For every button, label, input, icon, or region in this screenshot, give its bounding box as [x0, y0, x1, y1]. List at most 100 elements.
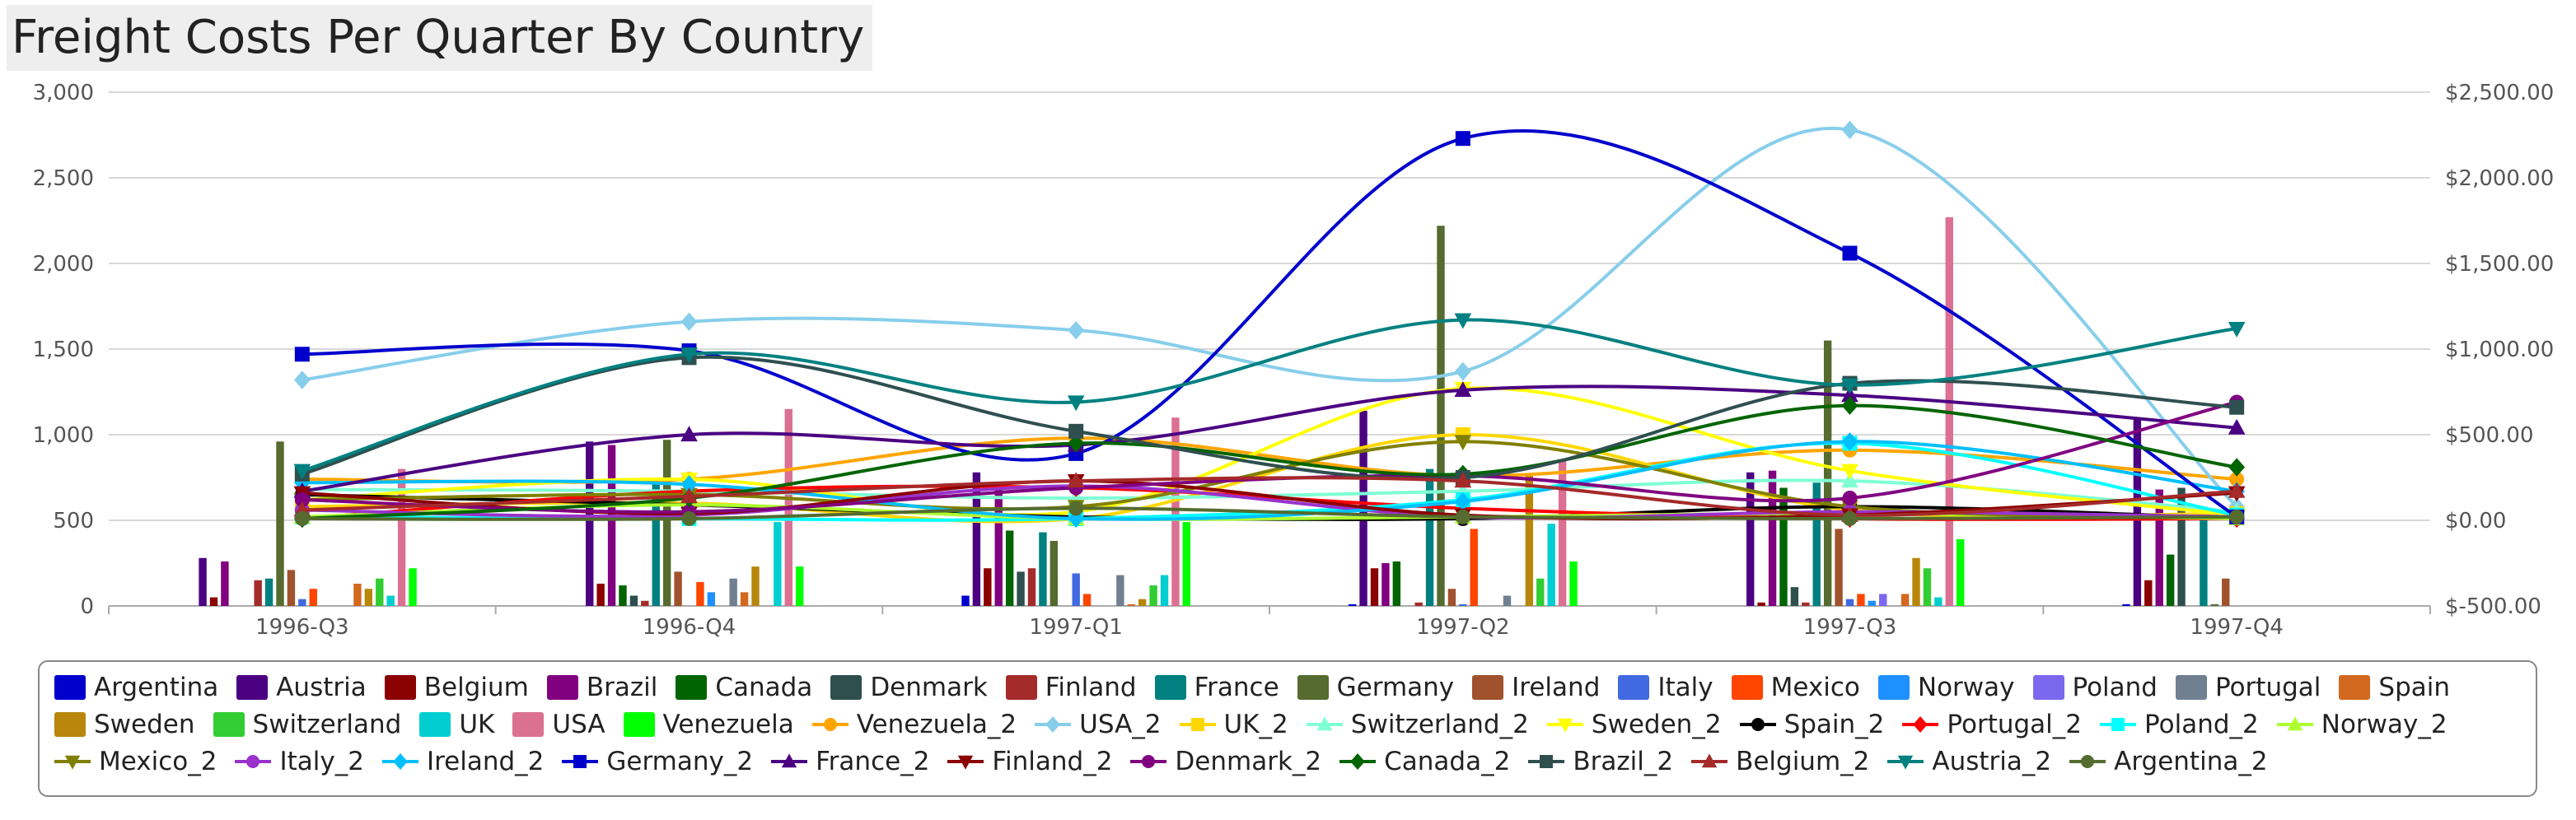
- legend-item-ireland-2[interactable]: Ireland_2: [381, 743, 544, 780]
- legend-label: Germany_2: [606, 746, 754, 776]
- bar-portugal: [729, 578, 737, 606]
- legend-swatch: [1306, 715, 1343, 730]
- legend-item-denmark-2[interactable]: Denmark_2: [1130, 743, 1321, 780]
- legend-item-venezuela[interactable]: Venezuela: [623, 706, 794, 743]
- bar-italy: [1072, 573, 1080, 606]
- legend-item-germany-2[interactable]: Germany_2: [562, 743, 753, 780]
- bar-france: [1039, 532, 1047, 606]
- legend-label: Sweden: [94, 709, 195, 739]
- legend-label: Canada_2: [1384, 746, 1511, 776]
- legend-label: Mexico_2: [99, 746, 217, 776]
- bar-spain: [353, 583, 362, 606]
- legend-item-belgium-2[interactable]: Belgium_2: [1691, 743, 1869, 780]
- legend-item-italy-2[interactable]: Italy_2: [235, 743, 364, 780]
- line-ireland-2: [302, 440, 2237, 521]
- legend-item-spain-2[interactable]: Spain_2: [1739, 706, 1884, 743]
- bar-belgium: [984, 568, 992, 606]
- legend-item-uk-2[interactable]: UK_2: [1179, 706, 1288, 743]
- marker-belgium-2: [680, 487, 698, 503]
- legend-swatch: [2176, 674, 2207, 700]
- legend-item-austria-2[interactable]: Austria_2: [1887, 743, 2051, 780]
- y-left-tick-label: 1,500: [33, 338, 94, 362]
- bar-germany: [662, 440, 671, 606]
- legend-label: Finland: [1045, 672, 1137, 702]
- legend-label: Norway: [1917, 672, 2015, 702]
- x-tick-label: 1996-Q4: [643, 615, 736, 640]
- bar-spain: [1127, 603, 1135, 606]
- legend-label: UK_2: [1223, 709, 1288, 739]
- legend-item-finland-2[interactable]: Finland_2: [947, 743, 1112, 780]
- bar-canada: [1779, 487, 1788, 606]
- legend-item-usa-2[interactable]: USA_2: [1035, 706, 1162, 743]
- legend-item-spain[interactable]: Spain: [2339, 669, 2450, 706]
- legend-item-italy[interactable]: Italy: [1618, 669, 1713, 706]
- marker-germany-2: [1455, 131, 1470, 147]
- y-right-tick-label: $1,500.00: [2445, 252, 2554, 277]
- bar-usa: [397, 468, 406, 606]
- bar-portugal: [1116, 575, 1124, 606]
- legend-item-brazil-2[interactable]: Brazil_2: [1528, 743, 1673, 780]
- legend-item-sweden[interactable]: Sweden: [54, 706, 195, 743]
- marker-france-2: [680, 426, 698, 442]
- legend-swatch: [419, 711, 451, 737]
- legend-label: Venezuela: [662, 709, 794, 739]
- legend-item-norway[interactable]: Norway: [1877, 669, 2015, 706]
- bar-sweden: [1912, 557, 1920, 606]
- legend-item-france[interactable]: France: [1154, 669, 1279, 706]
- legend-item-poland-2[interactable]: Poland_2: [2100, 706, 2259, 743]
- legend-item-uk[interactable]: UK: [419, 706, 494, 743]
- bar-venezuela: [1956, 538, 1965, 606]
- legend-item-portugal-2[interactable]: Portugal_2: [1902, 706, 2082, 743]
- legend-swatch: [54, 674, 86, 700]
- legend-item-usa[interactable]: USA: [512, 706, 605, 743]
- y-right-tick-label: $-500.00: [2445, 594, 2541, 619]
- bar-mexico: [1470, 529, 1478, 606]
- bar-france: [1425, 468, 1434, 606]
- legend-item-canada-2[interactable]: Canada_2: [1339, 743, 1510, 780]
- legend-item-argentina-2[interactable]: Argentina_2: [2069, 743, 2268, 780]
- legend-item-belgium[interactable]: Belgium: [384, 669, 529, 706]
- line-argentina-2: [302, 506, 2237, 521]
- legend-label: Austria_2: [1932, 746, 2052, 776]
- legend-swatch: [947, 755, 984, 770]
- bar-argentina: [1348, 603, 1357, 606]
- legend-item-germany[interactable]: Germany: [1297, 669, 1454, 706]
- bar-uk: [1160, 575, 1169, 606]
- legend-swatch: [546, 674, 578, 700]
- legend-item-argentina[interactable]: Argentina: [54, 669, 218, 706]
- legend-swatch: [384, 674, 416, 700]
- legend-item-norway-2[interactable]: Norway_2: [2276, 706, 2447, 743]
- legend-swatch: [1887, 755, 1924, 770]
- legend-item-sweden-2[interactable]: Sweden_2: [1546, 706, 1722, 743]
- marker-austria-2: [1067, 395, 1085, 412]
- bar-austria: [2133, 417, 2142, 606]
- legend-label: Switzerland_2: [1350, 709, 1529, 739]
- marker-mexico-2: [1454, 435, 1472, 451]
- legend-label: Sweden_2: [1591, 709, 1722, 739]
- legend-item-finland[interactable]: Finland: [1005, 669, 1137, 706]
- legend-item-ireland[interactable]: Ireland: [1472, 669, 1600, 706]
- legend-item-mexico[interactable]: Mexico: [1731, 669, 1860, 706]
- legend-label: France_2: [816, 746, 930, 776]
- legend-item-canada[interactable]: Canada: [676, 669, 812, 706]
- bar-france: [264, 578, 273, 606]
- legend-item-switzerland[interactable]: Switzerland: [213, 706, 401, 743]
- y-left-tick-label: 2,500: [33, 166, 94, 191]
- legend-item-poland[interactable]: Poland: [2032, 669, 2158, 706]
- legend-item-switzerland-2[interactable]: Switzerland_2: [1306, 706, 1529, 743]
- legend-item-mexico-2[interactable]: Mexico_2: [54, 743, 217, 780]
- legend-item-denmark[interactable]: Denmark: [830, 669, 988, 706]
- legend-item-france-2[interactable]: France_2: [771, 743, 929, 780]
- chart-title: Freight Costs Per Quarter By Country: [7, 5, 873, 71]
- marker-austria-2: [1454, 313, 1472, 329]
- legend-item-brazil[interactable]: Brazil: [546, 669, 657, 706]
- bar-switzerland: [1923, 568, 1932, 606]
- bar-denmark: [2177, 487, 2186, 606]
- bar-argentina: [2122, 603, 2130, 606]
- legend-swatch: [676, 674, 708, 700]
- legend-item-austria[interactable]: Austria: [236, 669, 367, 706]
- marker-ireland-2: [1841, 432, 1858, 451]
- legend-item-venezuela-2[interactable]: Venezuela_2: [811, 706, 1017, 743]
- bar-ireland: [2222, 578, 2230, 606]
- legend-item-portugal[interactable]: Portugal: [2176, 669, 2321, 706]
